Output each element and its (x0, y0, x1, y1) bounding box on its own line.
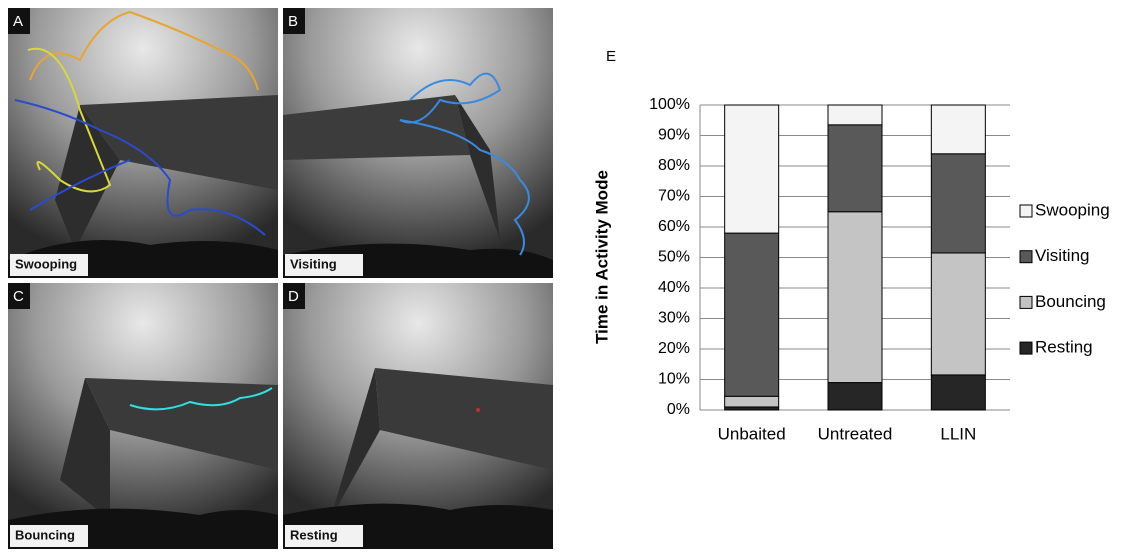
mosquito-dot (476, 408, 480, 412)
legend-swatch (1020, 296, 1032, 308)
y-tick-label: 10% (658, 371, 690, 388)
panel-label: Resting (290, 527, 338, 542)
y-tick-label: 70% (658, 188, 690, 205)
panel-label: Visiting (290, 256, 337, 271)
y-tick-label: 100% (649, 96, 690, 113)
legend-label: Swooping (1035, 200, 1110, 219)
legend-label: Bouncing (1035, 292, 1106, 311)
bar-segment (828, 212, 882, 383)
legend-swatch (1020, 205, 1032, 217)
y-tick-label: 0% (667, 401, 690, 418)
panel-letter: A (13, 13, 23, 30)
y-tick-label: 30% (658, 310, 690, 327)
bar-segment (725, 105, 779, 233)
y-tick-label: 40% (658, 279, 690, 296)
bar-segment (725, 396, 779, 407)
legend-swatch (1020, 251, 1032, 263)
bar-segment (931, 105, 985, 154)
y-tick-label: 80% (658, 157, 690, 174)
legend-label: Resting (1035, 338, 1093, 357)
bar-segment (725, 233, 779, 396)
bar-segment (931, 253, 985, 375)
panel-letter: C (13, 288, 24, 305)
bar-segment (828, 383, 882, 410)
y-tick-label: 60% (658, 218, 690, 235)
panel-letter: B (288, 13, 298, 30)
x-tick-label: LLIN (940, 424, 976, 443)
bar-segment (828, 125, 882, 212)
legend-swatch (1020, 342, 1032, 354)
bar-segment (931, 154, 985, 253)
panel-letter: E (606, 48, 616, 65)
legend-label: Visiting (1035, 246, 1090, 265)
y-tick-label: 90% (658, 127, 690, 144)
figure: A Swooping B Visiting C Bouncing D Resting E Time… (0, 0, 1138, 549)
panel-label: Bouncing (15, 527, 75, 542)
x-tick-label: Unbaited (718, 424, 786, 443)
panel-label: Swooping (15, 256, 77, 271)
bar-segment (931, 375, 985, 410)
bar-segment (828, 105, 882, 125)
y-axis-title: Time in Activity Mode (592, 170, 611, 344)
x-tick-label: Untreated (818, 424, 893, 443)
y-tick-label: 50% (658, 249, 690, 266)
y-tick-label: 20% (658, 340, 690, 357)
panel-letter: D (288, 288, 299, 305)
photo-panels (8, 8, 553, 549)
